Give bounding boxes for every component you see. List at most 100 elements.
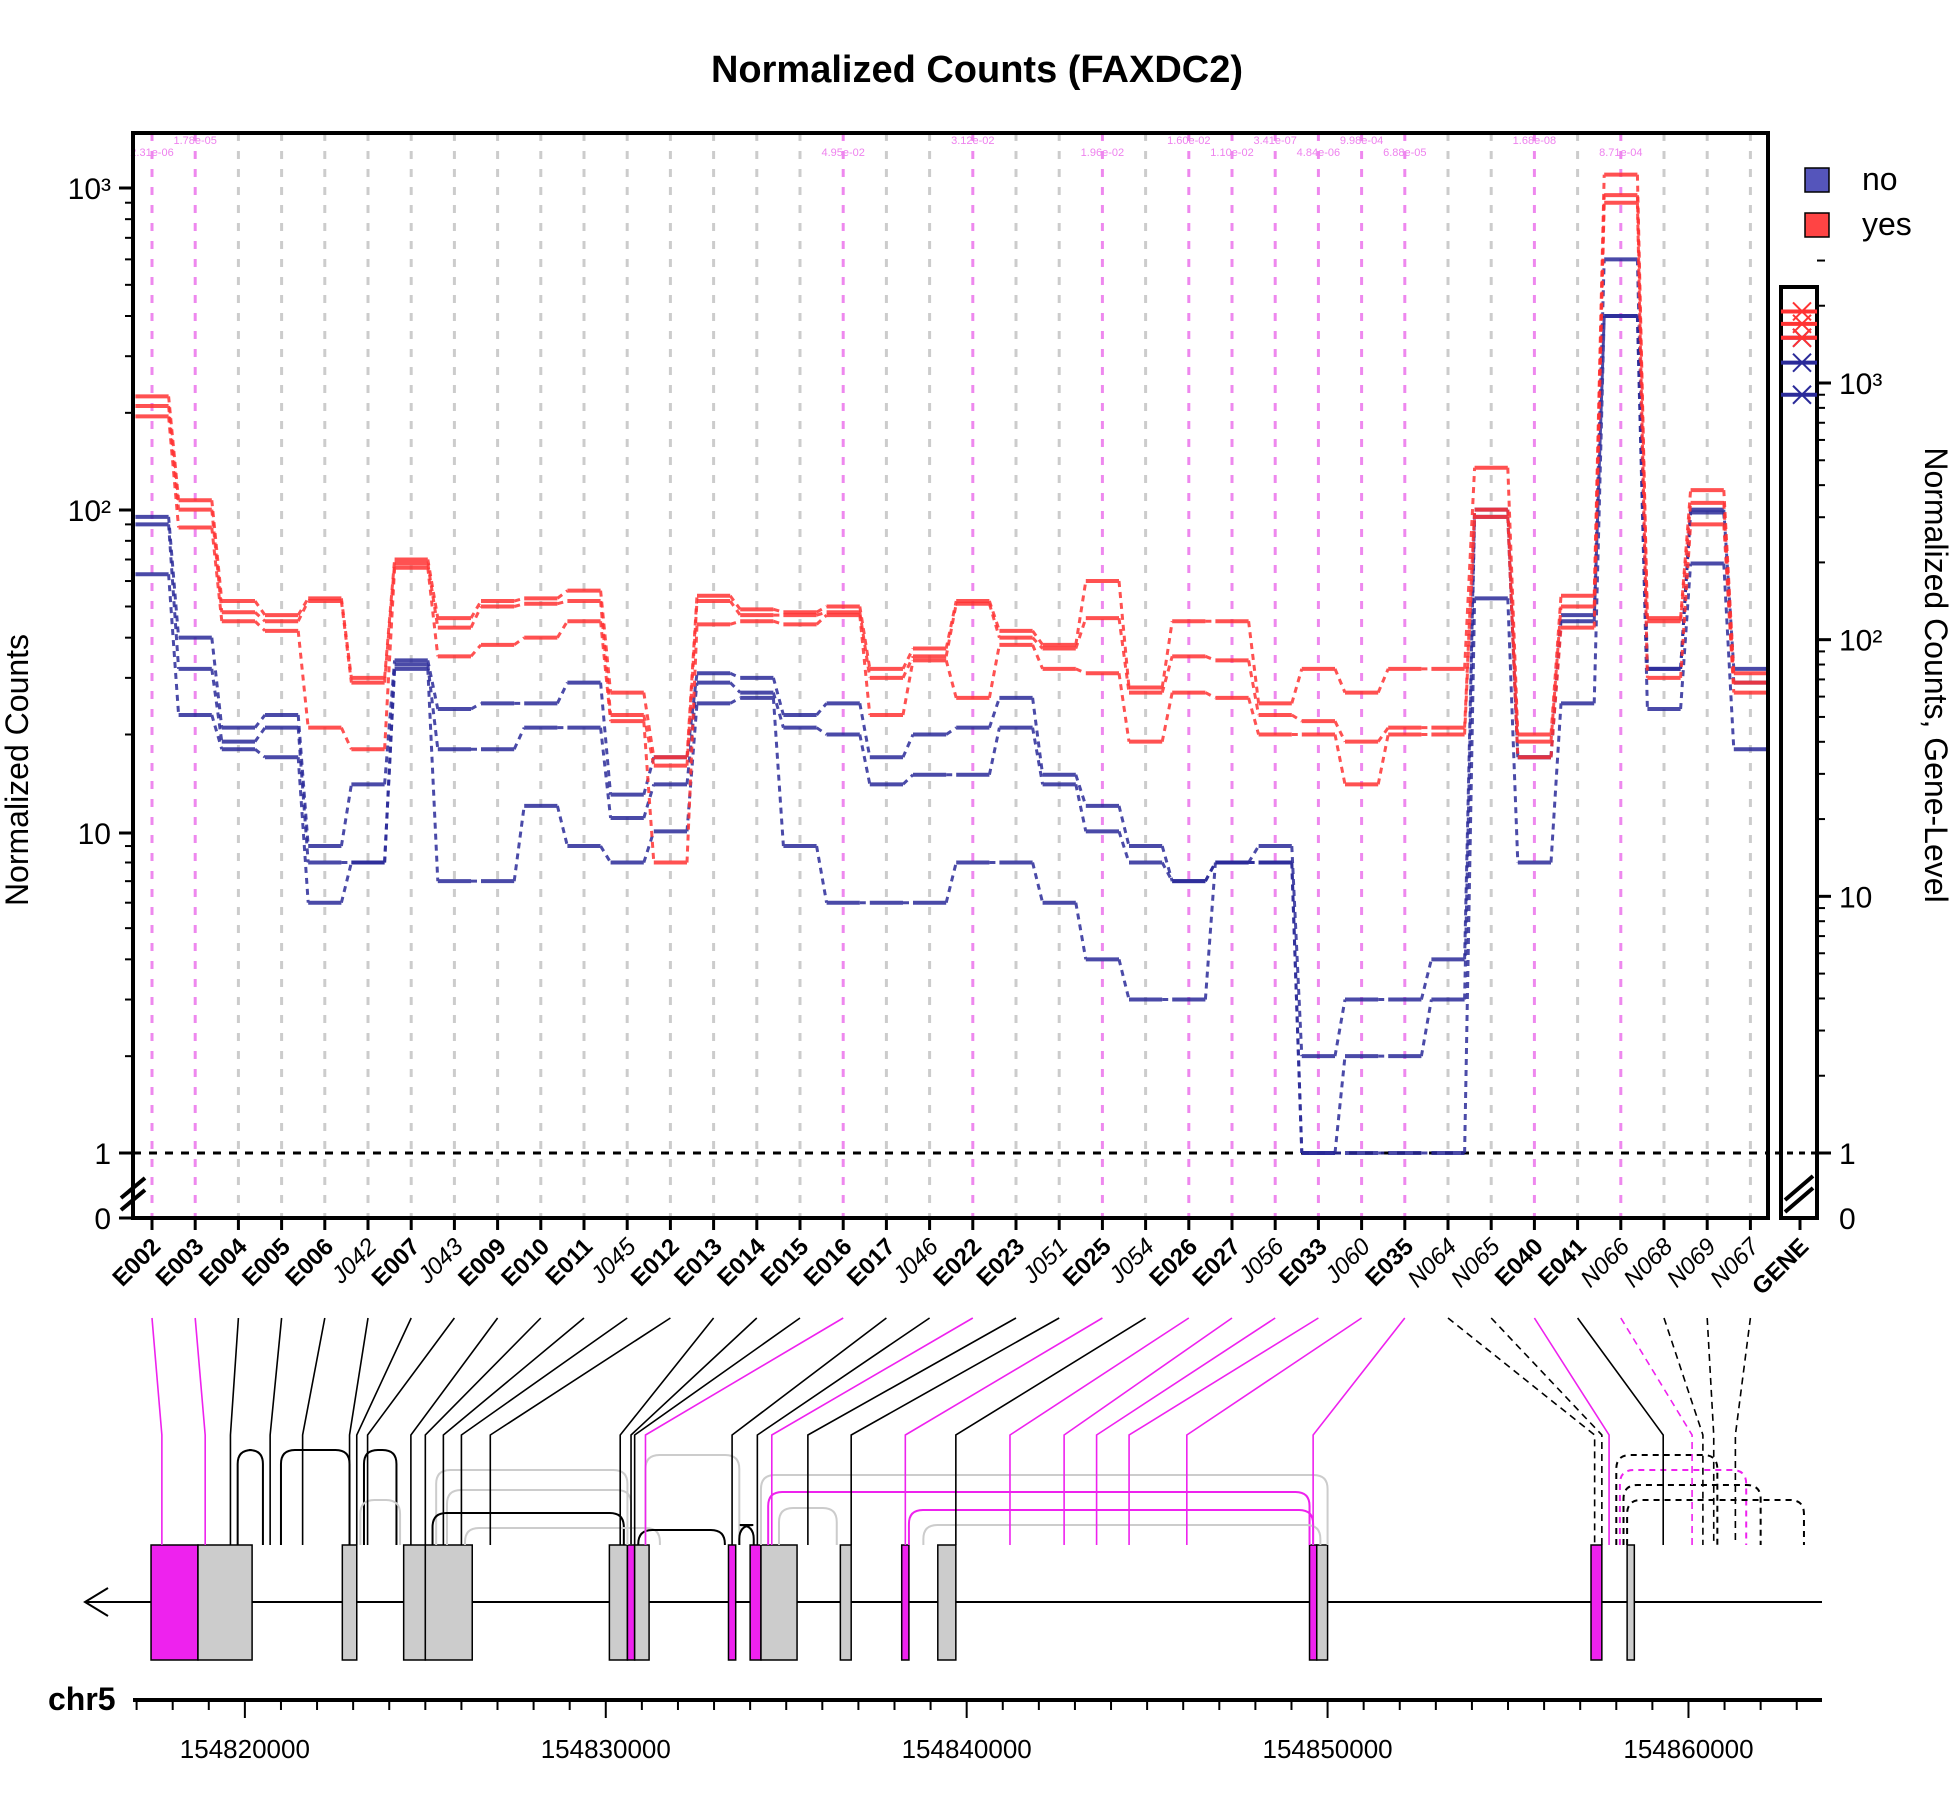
series-connector-no-2: [167, 315, 1736, 1155]
junction-arc: [1615, 1454, 1719, 1545]
feature-connector-e033: [1128, 1317, 1319, 1545]
junction-arc: [759, 1474, 1329, 1545]
feature-labels: E002E003E004E005E006J042E007J043E009E010…: [108, 1218, 1814, 1300]
junction-arc: [279, 1449, 351, 1545]
feature-connector-n064: [1447, 1317, 1596, 1545]
series-yes-3: [135, 172, 1767, 760]
pvalue-e022: 3.12e-02: [951, 135, 994, 147]
axis-break: [119, 1176, 147, 1200]
feature-connector-j045: [460, 1317, 628, 1545]
series-no-2: [135, 314, 1767, 1155]
feature-label-e015: E015: [756, 1233, 815, 1292]
junction-arc: [637, 1529, 726, 1545]
gene-panel-frame: [1779, 285, 1819, 1220]
junction-arc: [922, 1524, 1322, 1545]
exon-block: [1626, 1544, 1636, 1661]
y-tick-label: 10²: [68, 495, 111, 528]
exon-block: [626, 1544, 636, 1661]
feature-label-n065: N065: [1446, 1233, 1506, 1293]
series-no-0: [135, 257, 1767, 1059]
pvalue-e026: 1.60e-02: [1167, 135, 1210, 147]
feature-connector-n065: [1490, 1317, 1603, 1545]
gene-mean-marker-yes: [1792, 314, 1812, 334]
feature-label-e009: E009: [453, 1233, 512, 1292]
junction-arc: [1626, 1499, 1805, 1545]
junction-arc: [644, 1454, 741, 1545]
feature-label-e007: E007: [367, 1233, 426, 1292]
feature-connector-j046: [756, 1317, 931, 1545]
feature-label-n066: N066: [1575, 1233, 1635, 1293]
feature-label-e004: E004: [194, 1233, 253, 1292]
pvalue-e040: 1.68e-08: [1513, 135, 1556, 147]
genomic-tick-label: 154820000: [180, 1734, 310, 1764]
feature-connector-e009: [410, 1317, 499, 1545]
exon-block: [839, 1544, 852, 1661]
feature-connector-j060: [1186, 1317, 1363, 1545]
feature-connector-e010: [424, 1317, 542, 1545]
feature-label-e023: E023: [972, 1233, 1031, 1292]
junction-arc: [907, 1509, 1315, 1545]
junction-arc: [435, 1469, 629, 1545]
gene-mean-marker-yes: [1792, 328, 1812, 348]
feature-connector-n069: [1706, 1317, 1715, 1545]
feature-connector-e006: [301, 1317, 326, 1545]
feature-connector-e013: [619, 1317, 715, 1545]
feature-label-e040: E040: [1490, 1233, 1549, 1292]
feature-connector-e005: [269, 1317, 283, 1545]
exon-block: [341, 1544, 358, 1661]
feature-connector-e004: [229, 1317, 240, 1545]
feature-label-gene: GENE: [1747, 1233, 1814, 1300]
junction-arc: [767, 1491, 1311, 1545]
axes: 1 10 10² 10³ 0: [68, 131, 1770, 1236]
pvalue-j060: 9.98e-04: [1340, 135, 1383, 147]
feature-label-e010: E010: [496, 1233, 555, 1292]
pvalue-n066: 8.71e-04: [1599, 147, 1642, 159]
feature-label-j051: J051: [1017, 1233, 1074, 1290]
feature-label-e016: E016: [799, 1233, 858, 1292]
feature-connector-e040: [1533, 1317, 1610, 1545]
exon-block: [150, 1544, 199, 1661]
axis-break: [119, 1188, 147, 1212]
feature-label-e006: E006: [280, 1233, 339, 1292]
y-tick-label: 10³: [68, 173, 111, 206]
feature-connector-j042: [348, 1317, 369, 1545]
exon-block: [608, 1544, 629, 1661]
genomic-tick-label: 154850000: [1263, 1734, 1393, 1764]
feature-connector-n068: [1663, 1317, 1704, 1545]
plot-frame: [131, 131, 1770, 1220]
exon-block: [1308, 1544, 1318, 1661]
exon-block: [937, 1544, 957, 1661]
pvalue-e035: 6.88e-05: [1383, 147, 1426, 159]
feature-label-e012: E012: [626, 1233, 685, 1292]
chromosome-label: chr5: [48, 1681, 116, 1717]
series-yes-5: [135, 200, 1767, 865]
pvalue-e025: 1.96e-02: [1081, 147, 1124, 159]
feature-connector-j054: [955, 1317, 1147, 1545]
y-tick-label: 1: [94, 1138, 111, 1171]
feature-label-j042: J042: [326, 1233, 383, 1290]
y-axis-label: Normalized Counts: [0, 634, 35, 906]
feature-grid-lines: [133, 133, 1768, 1218]
exon-block: [1315, 1544, 1329, 1661]
legend: no yes: [1804, 161, 1912, 242]
pvalue-labels: 2.31e-061.78e-05 4.95e-02 3.12e-02 1.96e-02…: [130, 135, 1642, 159]
feature-label-e013: E013: [669, 1233, 728, 1292]
feature-label-e022: E022: [928, 1233, 987, 1292]
exon-block: [749, 1544, 762, 1661]
series-group: [135, 172, 1767, 1155]
series-yes-4: [135, 193, 1767, 768]
feature-label-e041: E041: [1533, 1233, 1592, 1292]
series-connector-no-1: [167, 315, 1736, 1154]
pvalue-e027: 1.10e-02: [1210, 147, 1253, 159]
pvalue-e003: 1.78e-05: [173, 135, 216, 147]
feature-label-e017: E017: [842, 1233, 901, 1292]
feature-connector-e003: [194, 1317, 206, 1545]
feature-connector-j051: [850, 1317, 1060, 1545]
genomic-tick-label: 154860000: [1623, 1734, 1753, 1764]
y-axis-label-right: Normalized Counts, Gene-Level: [1918, 447, 1954, 902]
feature-label-e005: E005: [237, 1233, 296, 1292]
feature-connector-e041: [1576, 1317, 1665, 1545]
pvalue-e002: 2.31e-06: [130, 147, 173, 159]
feature-label-j054: J054: [1103, 1233, 1160, 1290]
